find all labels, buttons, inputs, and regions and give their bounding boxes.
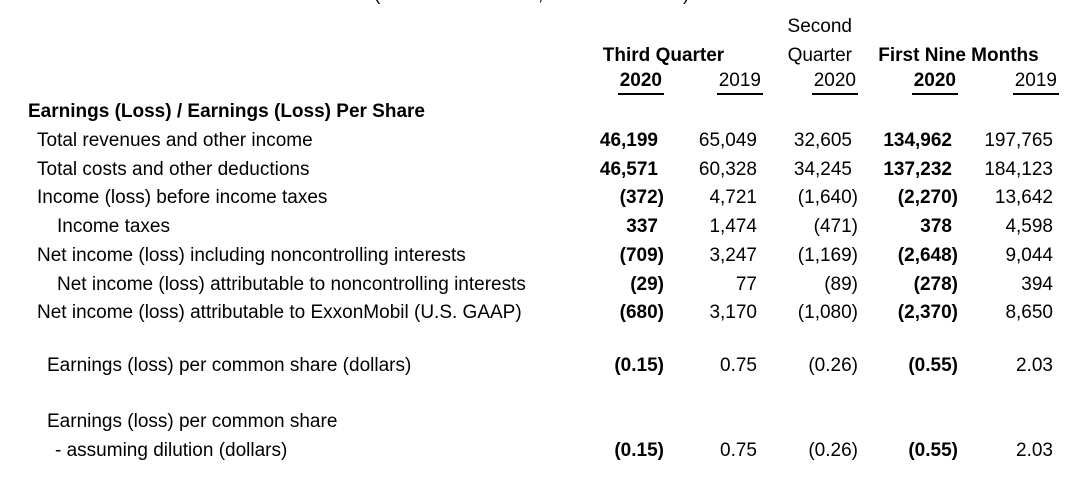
cell-value: (0.55) — [908, 355, 958, 377]
cell-value: 4,721 — [709, 187, 757, 209]
year-third-quarter-2019: 2019 — [716, 70, 763, 95]
cell-value: (89) — [824, 273, 858, 295]
eps-diluted-label-row: Earnings (loss) per common share — [0, 377, 1075, 433]
cell-value: 13,642 — [994, 187, 1053, 209]
table-row: Net income (loss) attributable to noncon… — [0, 267, 1075, 296]
table-row: Income (loss) before income taxes (372) … — [0, 181, 1075, 210]
cell-value: (29) — [630, 273, 664, 295]
row-label: Total revenues and other income — [37, 129, 313, 151]
cell-value: 8,650 — [1005, 302, 1053, 324]
cell-value: 34,245 — [793, 158, 852, 180]
cell-value: (1,080) — [797, 302, 858, 324]
row-label: Earnings (loss) per common share — [47, 411, 338, 433]
cell-value: 32,605 — [793, 129, 852, 151]
clipped-title-line: ( , ) — [0, 0, 1075, 8]
cell-value: 0.75 — [720, 440, 757, 461]
table-row: Net income (loss) including noncontrolli… — [0, 238, 1075, 267]
cell-value: 2.03 — [1016, 440, 1053, 461]
cell-value: (0.15) — [614, 440, 664, 461]
cell-value: 9,044 — [1005, 244, 1053, 266]
clipped-paren-open: ( — [374, 0, 380, 6]
cell-value: (2,648) — [897, 244, 958, 266]
table-row: Net income (loss) attributable to ExxonM… — [0, 296, 1075, 325]
cell-value: 3,247 — [709, 244, 757, 266]
row-label: Total costs and other deductions — [37, 158, 310, 180]
cell-value: 378 — [920, 216, 952, 237]
cell-value: 2.03 — [1016, 355, 1053, 377]
year-nine-months-2019: 2019 — [1012, 70, 1059, 95]
header-second-quarter-line1: Second — [787, 16, 852, 37]
row-label: Income (loss) before income taxes — [37, 187, 328, 209]
cell-value: (1,169) — [797, 244, 858, 266]
header-row-years: 2020 2019 2020 2020 2019 — [0, 67, 1075, 95]
header-row-groups: Third Quarter Quarter First Nine Months — [0, 38, 1075, 67]
table-row: Total revenues and other income 46,199 6… — [0, 123, 1075, 152]
year-second-quarter-2020: 2020 — [811, 70, 858, 95]
row-label: Income taxes — [57, 216, 170, 237]
cell-value: (680) — [619, 302, 664, 324]
cell-value: (1,640) — [797, 187, 858, 209]
cell-value: 46,199 — [599, 129, 658, 151]
cell-value: 134,962 — [883, 129, 952, 151]
row-label: Net income (loss) attributable to noncon… — [57, 273, 526, 295]
cell-value: (0.15) — [614, 355, 664, 377]
cell-value: (2,370) — [897, 302, 958, 324]
eps-diluted-row: - assuming dilution (dollars) (0.15) 0.7… — [0, 433, 1075, 462]
cell-value: (0.26) — [808, 355, 858, 377]
row-label: - assuming dilution (dollars) — [55, 440, 288, 461]
cell-value: (372) — [619, 187, 664, 209]
section-title-row: Earnings (Loss) / Earnings (Loss) Per Sh… — [0, 95, 1075, 123]
cell-value: 60,328 — [698, 158, 757, 180]
cell-value: 137,232 — [883, 158, 952, 180]
cell-value: 394 — [1021, 273, 1053, 295]
cell-value: 337 — [626, 216, 658, 237]
header-first-nine-months: First Nine Months — [878, 45, 1039, 66]
header-third-quarter: Third Quarter — [602, 45, 725, 66]
row-label: Net income (loss) attributable to ExxonM… — [37, 302, 522, 324]
cell-value: (709) — [619, 244, 664, 266]
eps-row: Earnings (loss) per common share (dollar… — [0, 324, 1075, 377]
cell-value: 65,049 — [698, 129, 757, 151]
table-row: Income taxes 337 1,474 (471) 378 4,598 — [0, 209, 1075, 238]
clipped-comma: , — [538, 0, 543, 6]
header-row-second: Second — [0, 8, 1075, 38]
cell-value: (0.55) — [908, 440, 958, 461]
cell-value: 184,123 — [984, 158, 1053, 180]
cell-value: (278) — [913, 273, 958, 295]
year-third-quarter-2020: 2020 — [617, 70, 664, 95]
header-second-quarter-line2: Quarter — [787, 45, 852, 66]
year-nine-months-2020: 2020 — [911, 70, 958, 95]
table-row: Total costs and other deductions 46,571 … — [0, 152, 1075, 181]
section-title: Earnings (Loss) / Earnings (Loss) Per Sh… — [28, 101, 425, 122]
cell-value: 77 — [735, 273, 757, 295]
row-label: Earnings (loss) per common share (dollar… — [47, 355, 412, 377]
cell-value: (0.26) — [808, 440, 858, 461]
cell-value: (471) — [813, 216, 858, 237]
clipped-paren-close: ) — [683, 0, 689, 6]
cell-value: 0.75 — [720, 355, 757, 377]
cell-value: 1,474 — [709, 216, 757, 237]
cell-value: 4,598 — [1005, 216, 1053, 237]
cell-value: (2,270) — [897, 187, 958, 209]
cell-value: 46,571 — [599, 158, 658, 180]
cell-value: 197,765 — [984, 129, 1053, 151]
cell-value: 3,170 — [709, 302, 757, 324]
row-label: Net income (loss) including noncontrolli… — [37, 244, 466, 266]
